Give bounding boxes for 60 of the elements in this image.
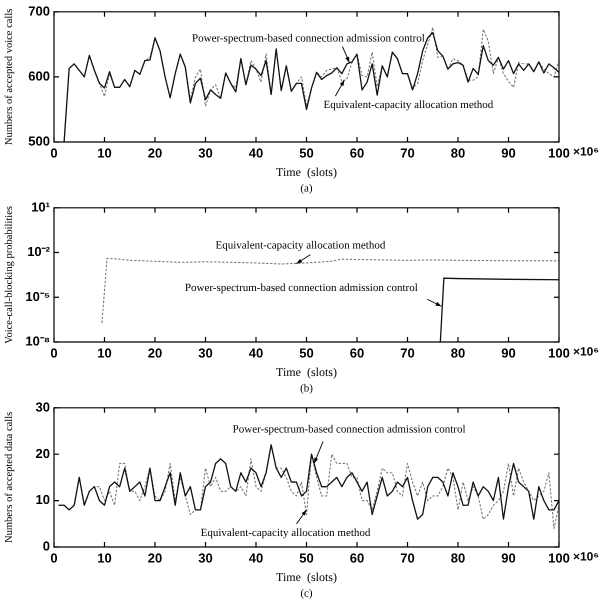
x-tick-label: 50: [299, 145, 314, 160]
x-tick-label: 70: [400, 550, 415, 566]
x-tick-label: 50: [299, 550, 314, 566]
y-tick-label: 700: [28, 3, 50, 18]
x-tick-label: 60: [350, 550, 364, 566]
x-tick-label: 10: [97, 145, 112, 160]
x-tick-label: 80: [450, 145, 466, 160]
x-tick-label: 30: [198, 345, 213, 360]
y-tick-label: 500: [28, 134, 50, 149]
text: (b): [300, 382, 314, 394]
x-tick-label: 50: [299, 345, 314, 360]
text: ×10⁶: [573, 344, 599, 358]
text: ×10⁶: [573, 144, 599, 158]
y-tick-label: 10⁻²: [27, 244, 51, 260]
y-axis-title: Numbers of accepted voice calls: [4, 8, 15, 146]
x-tick-label: 100: [548, 345, 570, 360]
x-axis-title: Time (slots): [276, 164, 337, 179]
x-tick-label: 100: [548, 145, 570, 160]
x-tick-label: 60: [350, 145, 364, 160]
x-axis-title: Time (slots): [276, 364, 337, 379]
annotation: Equivalent-capacity allocation method: [215, 240, 386, 252]
y-tick-label: 10¹: [31, 199, 50, 214]
x-tick-label: 20: [148, 145, 162, 160]
y-tick-label: 20: [36, 446, 50, 461]
y-tick-label: 10⁻⁸: [25, 334, 50, 349]
x-tick-label: 70: [400, 345, 415, 360]
y-tick-label: 10: [36, 492, 50, 508]
x-tick-label: 40: [248, 550, 264, 566]
annotation: Power-spectrum-based connection admission control: [192, 32, 425, 44]
x-tick-label: 80: [450, 345, 466, 360]
x-tick-label: 10: [97, 345, 112, 360]
y-tick-label: 600: [28, 68, 50, 84]
x-tick-label: 90: [501, 550, 516, 566]
x-tick-label: 100: [548, 550, 570, 566]
annotation: Equivalent-capacity allocation method: [323, 99, 494, 112]
annotation: Power-spectrum-based connection admission control: [184, 282, 418, 294]
text: ×10⁶: [573, 549, 599, 564]
y-tick-label: 0: [42, 538, 50, 554]
line-series: [101, 258, 559, 324]
x-tick-label: 20: [148, 345, 162, 360]
y-tick-label: 10⁻⁵: [25, 288, 50, 304]
x-tick-label: 40: [248, 145, 264, 160]
x-tick-label: 30: [198, 550, 213, 566]
x-tick-label: 20: [148, 550, 162, 566]
annotation: Equivalent-capacity allocation method: [200, 526, 371, 539]
y-tick-label: 30: [36, 399, 50, 414]
x-tick-label: 10: [97, 550, 112, 566]
y-axis-title: Numbers of accepted data calls: [4, 412, 15, 543]
x-tick-label: 90: [501, 145, 516, 160]
text: (c): [300, 587, 313, 600]
x-axis-title: Time (slots): [276, 570, 337, 584]
x-tick-label: 60: [350, 345, 364, 360]
x-tick-label: 90: [501, 345, 516, 360]
y-axis-title: Voice-call-blocking probabilities: [4, 206, 15, 344]
x-tick-label: 30: [198, 145, 213, 160]
x-tick-label: 40: [248, 345, 264, 360]
annotation: Power-spectrum-based connection admission control: [232, 423, 466, 436]
x-tick-label: 80: [450, 550, 466, 566]
text: (a): [300, 182, 313, 194]
x-tick-label: 70: [400, 145, 415, 160]
